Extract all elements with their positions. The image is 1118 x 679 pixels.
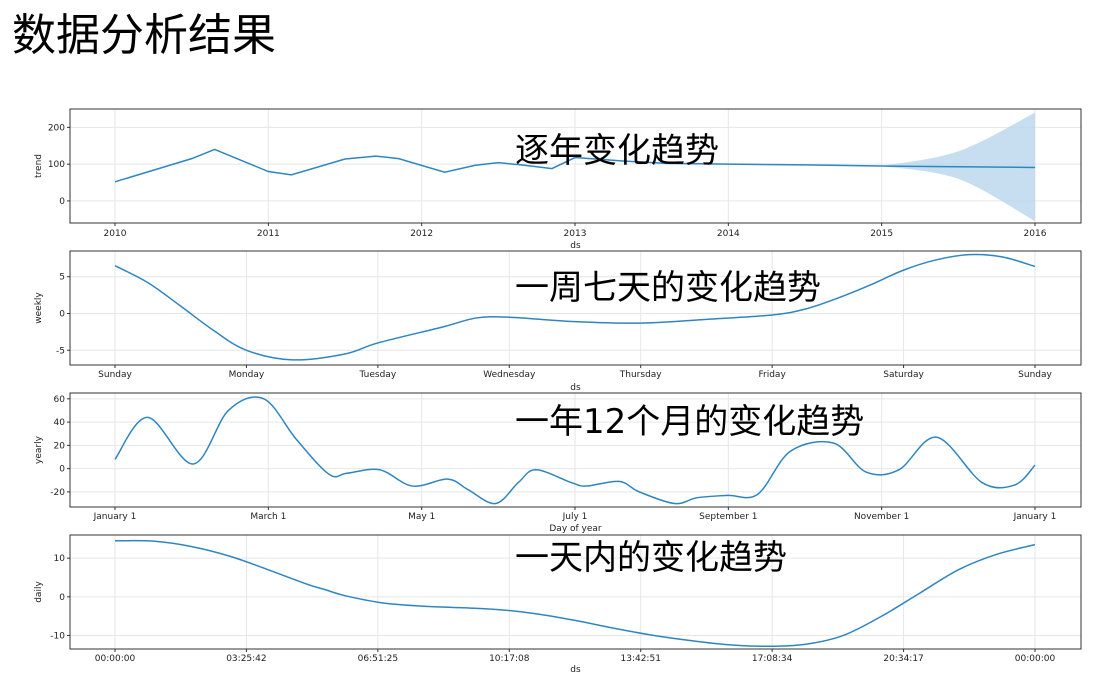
x-axis-label: ds xyxy=(570,383,581,393)
x-tick-label: 06:51:25 xyxy=(358,654,398,664)
x-tick-label: Sunday xyxy=(1018,370,1052,380)
x-tick-label: November 1 xyxy=(854,512,909,522)
x-tick-label: Thursday xyxy=(619,370,663,380)
x-tick-label: Wednesday xyxy=(483,370,536,380)
y-tick-label: 40 xyxy=(54,418,66,428)
x-tick-label: 00:00:00 xyxy=(1015,654,1056,664)
x-tick-label: 2016 xyxy=(1024,229,1047,239)
y-tick-label: 100 xyxy=(48,160,65,170)
x-tick-label: Saturday xyxy=(883,370,924,380)
x-tick-label: 2011 xyxy=(257,229,280,239)
x-tick-label: September 1 xyxy=(699,512,757,522)
y-tick-label: -5 xyxy=(56,346,65,356)
x-tick-label: 13:42:51 xyxy=(621,654,661,664)
x-tick-label: January 1 xyxy=(1013,512,1057,522)
x-tick-label: 2015 xyxy=(870,229,893,239)
chart-panel-4: 00:00:00 03:25:42 06:51:25 10:17:08 13:42:51… xyxy=(34,534,1082,675)
x-tick-label: Sunday xyxy=(98,370,132,380)
x-tick-label: Monday xyxy=(229,370,265,380)
chart-panel-2: Sunday Monday Tuesday Wednesday Thursday Frid… xyxy=(34,250,1082,393)
y-axis-label: trend xyxy=(34,154,44,178)
y-tick-label: 60 xyxy=(54,395,66,405)
y-tick-label: 20 xyxy=(54,441,66,451)
y-tick-label: -10 xyxy=(50,631,65,641)
x-tick-label: 00:00:00 xyxy=(95,654,136,664)
y-tick-label: 0 xyxy=(59,465,65,475)
series-line-trend xyxy=(114,148,1036,183)
x-tick-label: March 1 xyxy=(250,512,286,522)
y-tick-label: -20 xyxy=(50,488,65,498)
x-tick-label: 10:17:08 xyxy=(489,654,530,664)
x-tick-label: 03:25:42 xyxy=(226,654,266,664)
y-axis-label: yearly xyxy=(34,435,44,464)
x-tick-label: 17:08:34 xyxy=(752,654,793,664)
y-tick-label: 0 xyxy=(59,197,65,207)
x-axis-label: ds xyxy=(570,241,581,251)
y-tick-label: 0 xyxy=(59,310,65,320)
y-tick-label: 200 xyxy=(48,123,65,133)
series-line-daily xyxy=(114,539,1036,648)
x-tick-label: 2010 xyxy=(104,229,127,239)
y-axis-label: weekly xyxy=(34,292,44,324)
x-axis-label: ds xyxy=(570,665,581,675)
y-axis-label: daily xyxy=(34,581,44,603)
chart-panel-1: 2010 2011 2012 2013 2014 2015 2016 0 100 200 ds tre… xyxy=(34,108,1082,251)
chart-overlay-title: 一天内的变化趋势 xyxy=(515,538,787,578)
x-tick-label: 2014 xyxy=(717,229,740,239)
x-tick-label: 2013 xyxy=(564,229,587,239)
x-tick-label: July 1 xyxy=(562,512,588,522)
x-axis-label: Day of year xyxy=(549,524,602,534)
x-tick-label: 20:34:17 xyxy=(883,654,923,664)
series-line-weekly xyxy=(114,253,1036,361)
x-tick-label: 2012 xyxy=(410,229,433,239)
chart-overlay-title: 逐年变化趋势 xyxy=(515,131,719,171)
x-tick-label: January 1 xyxy=(93,512,137,522)
plot-frame xyxy=(69,534,1082,650)
chart-overlay-title: 一周七天的变化趋势 xyxy=(515,268,821,308)
chart-panel-3: January 1 March 1 May 1 July 1 September 1 No… xyxy=(34,392,1082,534)
page-title: 数据分析结果 xyxy=(12,10,276,61)
x-tick-label: Tuesday xyxy=(359,370,397,380)
x-tick-label: Friday xyxy=(759,370,787,380)
y-tick-label: 0 xyxy=(59,593,65,603)
plot-frame xyxy=(69,250,1082,366)
x-tick-label: May 1 xyxy=(408,512,435,522)
chart-overlay-title: 一年12个月的变化趋势 xyxy=(515,402,864,442)
y-tick-label: 5 xyxy=(59,273,65,283)
series-line-yearly xyxy=(114,396,1036,505)
y-tick-label: 10 xyxy=(54,554,66,564)
